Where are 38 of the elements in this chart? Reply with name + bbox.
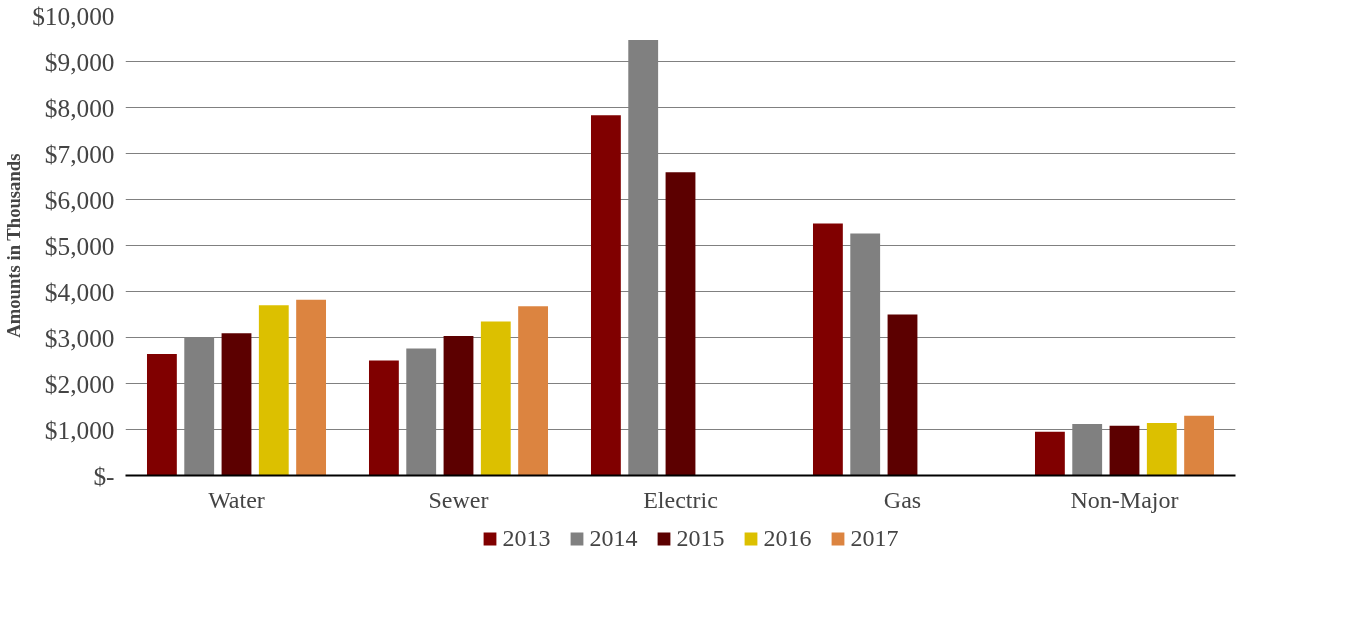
- legend-label: 2017: [850, 524, 899, 552]
- x-tick-label: Non-Major: [1070, 486, 1179, 513]
- x-tick-label: Gas: [883, 486, 922, 513]
- bar: [480, 321, 511, 476]
- bar: [221, 333, 252, 476]
- y-tick-label: $3,000: [44, 323, 115, 352]
- y-tick-label: $-: [93, 461, 115, 490]
- bar: [812, 223, 843, 476]
- bar: [1184, 415, 1215, 476]
- y-tick-label: $7,000: [44, 139, 115, 168]
- legend-label: 2013: [502, 524, 551, 552]
- bar: [296, 299, 327, 476]
- y-tick-label: $1,000: [44, 415, 115, 444]
- bar: [368, 360, 399, 476]
- y-tick-label: $4,000: [44, 277, 115, 306]
- y-tick-label: $9,000: [44, 47, 115, 76]
- bar: [146, 354, 177, 476]
- y-tick-label: $5,000: [44, 231, 115, 260]
- bar: [1034, 431, 1065, 476]
- bar: [590, 115, 621, 476]
- y-tick-label: $10,000: [32, 1, 115, 30]
- legend-label: 2014: [589, 524, 638, 552]
- bar: [258, 305, 289, 476]
- y-tick-label: $2,000: [44, 369, 115, 398]
- y-tick-label: $6,000: [44, 185, 115, 214]
- legend-label: 2016: [763, 524, 812, 552]
- x-tick-label: Sewer: [428, 486, 489, 513]
- bar: [518, 306, 549, 476]
- legend-label: 2015: [676, 524, 725, 552]
- bar: [443, 336, 474, 476]
- x-tick-label: Electric: [643, 486, 718, 513]
- y-tick-label: $8,000: [44, 93, 115, 122]
- bar: [1146, 423, 1177, 476]
- bar: [1109, 425, 1140, 476]
- bar: [665, 172, 696, 476]
- bar: [887, 314, 918, 476]
- x-tick-label: Water: [208, 486, 265, 513]
- y-axis-title: Amounts in Thousands: [3, 153, 25, 338]
